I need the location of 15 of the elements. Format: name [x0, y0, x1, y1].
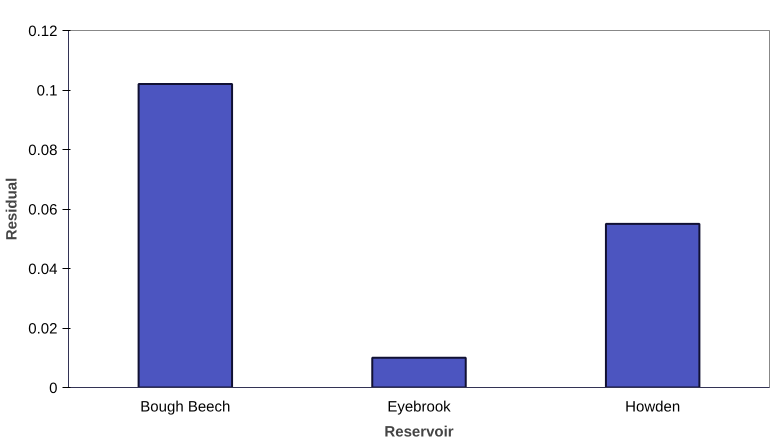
x-tick-label: Bough Beech [140, 398, 230, 416]
y-tick-label: 0.1 [36, 82, 58, 100]
bar [371, 356, 467, 388]
bar [138, 83, 234, 388]
x-tick-label: Eyebrook [387, 398, 452, 416]
y-tick-label: 0.02 [28, 320, 58, 338]
y-tick-label: 0.12 [28, 23, 58, 40]
x-axis-title: Reservoir [384, 424, 454, 440]
y-tick-label: 0.06 [28, 202, 58, 218]
bar [604, 222, 700, 388]
y-tick-label: 0.08 [28, 142, 58, 159]
y-tick-label: 0.04 [28, 261, 58, 278]
x-tick-label: Howden [625, 398, 680, 416]
y-axis-title: Residual [3, 178, 20, 240]
y-tick-label: 0 [49, 380, 58, 397]
